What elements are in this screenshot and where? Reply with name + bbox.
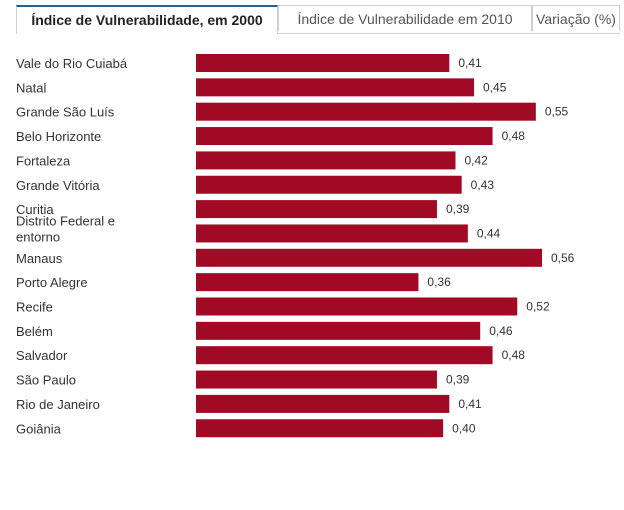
value-label: 0,42 — [465, 153, 489, 167]
category-label: Grande Vitória — [16, 178, 100, 193]
bar[interactable] — [196, 175, 462, 194]
tab-variation[interactable]: Variação (%) — [532, 5, 620, 31]
value-label: 0,55 — [545, 105, 569, 119]
bar[interactable] — [196, 200, 437, 219]
category-label: Natal — [16, 80, 46, 95]
tab-bar: Índice de Vulnerabilidade, em 2000 Índic… — [16, 5, 620, 34]
value-label: 0,39 — [446, 202, 470, 216]
bar[interactable] — [196, 370, 437, 389]
value-label: 0,39 — [446, 373, 470, 387]
value-label: 0,43 — [471, 178, 495, 192]
bar[interactable] — [196, 297, 518, 316]
value-label: 0,52 — [526, 300, 550, 314]
value-label: 0,46 — [489, 324, 513, 338]
category-label: Curitia — [16, 202, 54, 217]
category-label: Fortaleza — [16, 153, 71, 168]
category-label: Rio de Janeiro — [16, 397, 100, 412]
value-label: 0,48 — [502, 129, 526, 143]
value-label: 0,40 — [452, 421, 476, 435]
bar[interactable] — [196, 78, 475, 97]
bar[interactable] — [196, 127, 493, 146]
value-label: 0,41 — [458, 56, 482, 70]
category-label: Grande São Luís — [16, 105, 115, 120]
value-label: 0,36 — [427, 275, 451, 289]
category-label: Vale do Rio Cuiabá — [16, 56, 128, 71]
category-label: Manaus — [16, 251, 63, 266]
bar[interactable] — [196, 394, 450, 413]
category-label: Belo Horizonte — [16, 129, 101, 144]
value-label: 0,48 — [502, 348, 526, 362]
category-label: Porto Alegre — [16, 275, 88, 290]
category-label: Goiânia — [16, 421, 62, 436]
bar[interactable] — [196, 321, 481, 340]
category-label: Recife — [16, 300, 53, 315]
category-label: Salvador — [16, 348, 68, 363]
bar[interactable] — [196, 248, 542, 267]
bar[interactable] — [196, 151, 456, 170]
bar[interactable] — [196, 102, 536, 121]
value-label: 0,56 — [551, 251, 575, 265]
bar[interactable] — [196, 273, 419, 292]
bar[interactable] — [196, 224, 468, 243]
value-label: 0,45 — [483, 80, 507, 94]
value-label: 0,44 — [477, 226, 501, 240]
bar[interactable] — [196, 346, 493, 365]
category-label: Belém — [16, 324, 53, 339]
tab-vulnerability-2010[interactable]: Índice de Vulnerabilidade em 2010 — [278, 5, 532, 31]
category-label: Distrito Federal e entorno — [16, 213, 115, 244]
bar[interactable] — [196, 419, 444, 438]
category-label: São Paulo — [16, 373, 76, 388]
tab-vulnerability-2000[interactable]: Índice de Vulnerabilidade, em 2000 — [16, 5, 278, 34]
bar[interactable] — [196, 54, 450, 72]
value-label: 0,41 — [458, 397, 482, 411]
